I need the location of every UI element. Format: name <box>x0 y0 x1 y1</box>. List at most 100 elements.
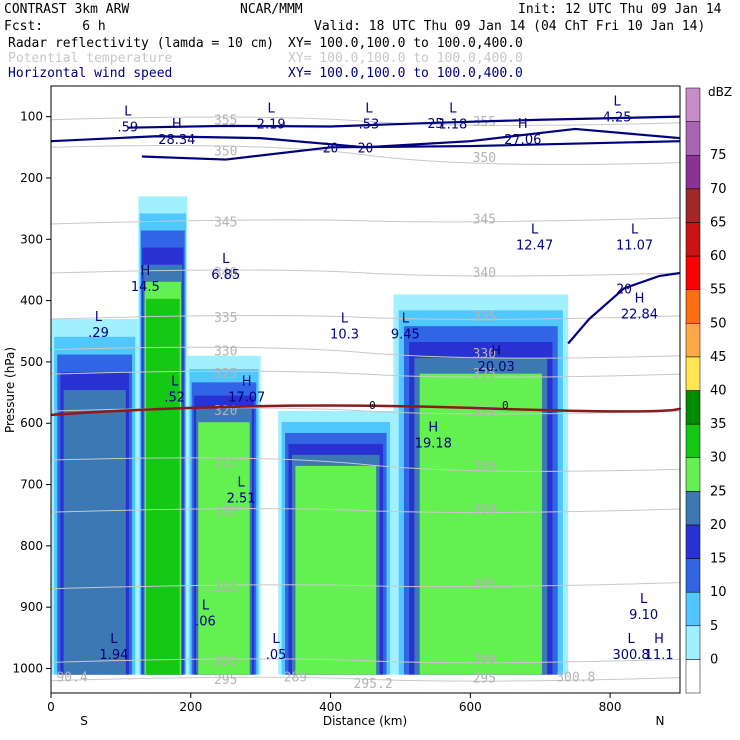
colorbar-label-40: 40 <box>710 384 727 399</box>
theta-contour-335 <box>50 315 681 320</box>
wind-extremum-type-20: L <box>202 598 210 613</box>
wind-extremum-type-19: L <box>237 476 245 491</box>
colorbar-swatch-10 <box>685 323 701 358</box>
theta-surface-label-0: 295.2 <box>354 677 393 692</box>
wind-extremum-type-11: L <box>95 310 103 325</box>
wind-extremum-type-9: H <box>140 264 150 279</box>
wind-extremum-value-5: 27.06 <box>504 133 541 148</box>
wind-extremum-value-24: 11.1 <box>645 648 674 663</box>
wind-extremum-type-1: H <box>172 117 182 132</box>
colorbar-label-20: 20 <box>710 518 727 533</box>
theta-contour-310 <box>50 508 681 513</box>
x-axis-north-label: N <box>656 714 665 728</box>
theta-label-345-1: 345 <box>473 213 496 228</box>
wind-extremum-value-25: 300.8 <box>612 648 649 663</box>
wind-extremum-value-14: 22.84 <box>621 308 658 323</box>
theta-contour-355 <box>50 116 681 126</box>
wind-extremum-type-14: H <box>635 292 645 307</box>
theta-label-300-0: 300 <box>214 654 237 669</box>
reflectivity-column-2-level-30 <box>198 422 250 675</box>
colorbar-label-5: 5 <box>710 619 718 634</box>
colorbar-swatch-6 <box>685 457 701 492</box>
wind-extremum-value-12: 10.3 <box>330 327 359 342</box>
y-tick-label-500: 500 <box>20 355 43 369</box>
wind-extremum-value-1: 28.34 <box>158 133 195 148</box>
plot-frame <box>50 85 681 694</box>
wind-extremum-type-13: L <box>402 311 410 326</box>
theta-label-305-0: 305 <box>214 580 237 595</box>
wind-extremum-value-20: .06 <box>195 614 216 629</box>
header-center: NCAR/MMM <box>240 2 303 17</box>
wind-extremum-value-23: 9.10 <box>629 608 658 623</box>
wind-extremum-type-18: H <box>428 420 438 435</box>
theta-contour-345 <box>50 217 681 225</box>
y-tick-label-700: 700 <box>20 478 43 492</box>
wind-extremum-type-16: L <box>171 375 179 390</box>
y-axis: 100 200 300 400 500 600 700 800 900 1000 <box>12 110 51 675</box>
wind-extremum-value-16: .52 <box>164 391 185 406</box>
wind-extremum-value-7: 12.47 <box>516 238 553 253</box>
wind-extremum-value-8: 11.07 <box>616 238 653 253</box>
theta-label-300-1: 300 <box>473 653 496 668</box>
reflectivity-column-3-level-30 <box>295 465 377 675</box>
wind-extremum-type-3: L <box>365 102 373 117</box>
colorbar-label-70: 70 <box>710 182 727 197</box>
theta-label-330-0: 330 <box>214 344 237 359</box>
colorbar-swatch-5 <box>685 491 701 526</box>
colorbar-swatch-3 <box>685 558 701 593</box>
theta-label-315-1: 315 <box>473 459 496 474</box>
theta-contour-295 <box>50 676 681 682</box>
wind-extremum-type-17: H <box>242 375 252 390</box>
y-tick-label-1000: 1000 <box>12 661 43 675</box>
wind-extremum-type-15: H <box>491 344 501 359</box>
wind-extremum-value-9: 14.5 <box>131 280 160 295</box>
y-tick-label-300: 300 <box>20 232 43 246</box>
x-tick-label-600: 600 <box>459 700 482 714</box>
colorbar-swatch-12 <box>685 255 701 290</box>
reflectivity-column-0-level-25 <box>63 390 126 675</box>
theta-label-295-1: 295 <box>473 672 496 687</box>
wind-contour-label-3: 20 <box>616 282 632 297</box>
x-tick-label-800: 800 <box>599 700 622 714</box>
colorbar-swatch-0 <box>685 659 701 694</box>
theta-label-325-1: 325 <box>473 367 496 382</box>
field-3-xy: XY= 100.0,100.0 to 100.0,400.0 <box>288 66 523 81</box>
colorbar-swatch-13 <box>685 222 701 257</box>
header-valid: Valid: 18 UTC Thu 09 Jan 14 (04 ChT Fri … <box>314 19 705 34</box>
theta-label-340-1: 340 <box>473 266 496 281</box>
theta-label-345-0: 345 <box>214 215 237 230</box>
colorbar-label-45: 45 <box>710 350 727 365</box>
wind-extremum-value-11: .29 <box>88 326 109 341</box>
theta-label-310-1: 310 <box>473 503 496 518</box>
colorbar-swatch-15 <box>685 154 701 190</box>
wind-extremum-value-17: 17.07 <box>228 391 265 406</box>
wind-extremum-value-3: .53 <box>359 118 380 133</box>
theta-label-350-0: 350 <box>214 145 237 160</box>
colorbar-unit: dBZ <box>708 85 732 99</box>
wind-extremum-value-6: 4.25 <box>603 110 632 125</box>
wind-extremum-type-4: L <box>449 102 457 117</box>
wind-contour-20-2 <box>141 140 681 161</box>
theta-contour-300 <box>50 658 681 664</box>
wind-contour-label-0: 20 <box>358 141 374 156</box>
wind-speed-contours: 20 25 20 20 <box>50 115 681 345</box>
reflectivity-column-1-level-35 <box>145 298 180 675</box>
colorbar-swatch-2 <box>685 591 701 627</box>
wind-extremum-type-7: L <box>531 222 539 237</box>
y-tick-label-100: 100 <box>20 110 43 124</box>
theta-label-350-1: 350 <box>473 151 496 166</box>
wind-contour-label-2: 20 <box>323 141 339 156</box>
colorbar-swatch-7 <box>685 423 701 458</box>
colorbar-label-35: 35 <box>710 417 727 432</box>
theta-label-305-1: 305 <box>473 578 496 593</box>
colorbar-label-0: 0 <box>710 652 718 667</box>
colorbar-label-55: 55 <box>710 283 727 298</box>
theta-contour-350 <box>50 144 681 165</box>
wind-extremum-value-19: 2.51 <box>227 492 256 507</box>
wind-extremum-type-0: L <box>124 105 132 120</box>
theta-contour-305 <box>50 582 681 590</box>
colorbar-label-50: 50 <box>710 316 727 331</box>
colorbar-swatch-8 <box>685 390 701 425</box>
